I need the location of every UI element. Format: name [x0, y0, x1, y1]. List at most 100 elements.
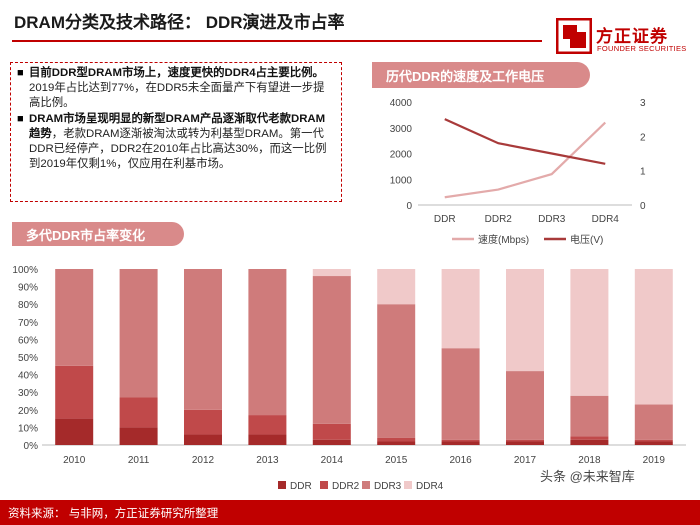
- bar-segment-ddr3: [570, 395, 609, 437]
- y-tick-label: 40%: [18, 371, 38, 382]
- y-tick-label: 80%: [18, 300, 38, 311]
- x-tick-label: 2014: [321, 455, 344, 466]
- logo-english-name: FOUNDER SECURITIES: [597, 44, 687, 53]
- market-share-chart: 0% 10% 20% 30% 40% 50% 60% 70% 80% 90% 100% 2010 201…: [12, 265, 686, 492]
- legend-swatch: [404, 481, 412, 489]
- series-line-speed: [444, 121, 607, 199]
- bullet-emphasis: 目前DDR型DRAM市场上，速度更快的DDR4占主要比例。: [29, 67, 324, 79]
- bar-segment-ddr2: [570, 436, 609, 440]
- logo-mark-icon: [556, 18, 592, 54]
- bar-segment-ddr2: [55, 365, 94, 419]
- bar-segment-ddr3: [312, 276, 351, 424]
- x-tick-label: 2011: [128, 455, 150, 466]
- legend-label: DDR: [290, 481, 312, 492]
- legend-swatch: [278, 481, 286, 489]
- y-tick-label: 30%: [18, 388, 38, 399]
- bar-segment-ddr3: [184, 269, 222, 410]
- bar-segment-ddr2: [377, 437, 416, 442]
- bar-segment-ddr4: [570, 269, 609, 396]
- source-note: 资料来源： 与非网，方正证券研究所整理: [8, 508, 219, 520]
- bullet-text: 2019年占比达到77%，在DDR5未全面量产下有望进一步提高比例。: [29, 82, 325, 109]
- bar-segment-ddr3: [55, 269, 94, 366]
- bar-segment-ddr: [184, 434, 222, 445]
- brand-logo: 方正证券 FOUNDER SECURITIES: [556, 18, 696, 60]
- x-tick-label: 2010: [63, 455, 86, 466]
- y-tick-label: 0%: [24, 441, 39, 452]
- bar-segment-ddr: [55, 418, 94, 445]
- y-tick-label: 10%: [18, 423, 38, 434]
- square-bullet-icon: ■: [17, 113, 24, 125]
- bar-segment-ddr3: [248, 269, 287, 416]
- logo-name: 方正证券: [596, 27, 668, 46]
- right-y-tick-label: 2: [640, 132, 646, 143]
- summary-bullet: ■ DRAM市场呈现明显的新型DRAM产品逐渐取代老款DRAM趋势，老款DRAM…: [17, 112, 335, 172]
- footer-bar: [0, 500, 700, 525]
- square-bullet-icon: ■: [17, 67, 24, 79]
- left-y-tick-label: 0: [406, 201, 412, 212]
- bar-segment-ddr2: [506, 439, 544, 442]
- bar-segment-ddr3: [634, 404, 673, 440]
- bar-segment-ddr: [312, 439, 351, 445]
- legend-label: DDR2: [332, 481, 360, 492]
- bar-segment-ddr4: [634, 269, 673, 405]
- bar-segment-ddr: [119, 427, 158, 445]
- x-tick-label: DDR2: [485, 214, 513, 225]
- legend-label: 电压(V): [570, 233, 603, 246]
- bar-segment-ddr2: [119, 397, 158, 428]
- left-y-tick-label: 1000: [390, 175, 413, 186]
- bar-segment-ddr: [441, 441, 480, 445]
- bar-segment-ddr4: [506, 269, 544, 372]
- legend-label: DDR3: [374, 481, 402, 492]
- bar-segment-ddr2: [184, 409, 222, 435]
- share-chart-title: 多代DDR市占率变化: [12, 222, 184, 246]
- summary-bullet: ■ 目前DDR型DRAM市场上，速度更快的DDR4占主要比例。 2019年占比达到…: [17, 66, 335, 111]
- bar-segment-ddr: [570, 439, 609, 445]
- legend-label: 速度(Mbps): [478, 233, 529, 246]
- right-y-tick-label: 1: [640, 167, 646, 178]
- bar-segment-ddr2: [441, 439, 480, 442]
- left-y-tick-label: 4000: [390, 98, 413, 109]
- y-tick-label: 90%: [18, 283, 38, 294]
- y-tick-label: 70%: [18, 318, 38, 329]
- x-tick-label: 2012: [192, 455, 215, 466]
- bar-segment-ddr3: [119, 269, 158, 398]
- bar-segment-ddr: [248, 434, 287, 445]
- x-tick-label: 2017: [514, 455, 537, 466]
- x-tick-label: DDR3: [538, 214, 566, 225]
- bar-segment-ddr: [506, 441, 544, 445]
- bar-segment-ddr4: [377, 269, 416, 305]
- bar-segment-ddr4: [441, 269, 480, 349]
- speed-voltage-chart: 0 1000 2000 3000 4000 0 1 2 3 DDR DDR2 DDR3 DDR4 速度(M…: [390, 98, 646, 246]
- bar-segment-ddr2: [312, 423, 351, 440]
- bar-segment-ddr3: [377, 304, 416, 438]
- bar-segment-ddr4: [312, 269, 351, 277]
- watermark: 头条 @未来智库: [540, 469, 635, 484]
- legend-swatch: [362, 481, 370, 489]
- y-tick-label: 60%: [18, 335, 38, 346]
- left-y-tick-label: 2000: [390, 150, 413, 161]
- x-tick-label: 2019: [643, 455, 666, 466]
- bar-segment-ddr3: [506, 371, 544, 440]
- x-tick-label: 2013: [256, 455, 279, 466]
- x-tick-label: 2015: [385, 455, 408, 466]
- x-tick-label: DDR4: [592, 214, 620, 225]
- speed-voltage-chart-title: 历代DDR的速度及工作电压: [372, 62, 590, 88]
- legend-swatch: [320, 481, 328, 489]
- y-tick-label: 50%: [18, 353, 38, 364]
- bar-segment-ddr2: [248, 415, 287, 435]
- series-line-voltage: [444, 118, 606, 165]
- x-tick-label: DDR: [434, 214, 456, 225]
- y-tick-label: 100%: [12, 265, 38, 276]
- summary-box: ■ 目前DDR型DRAM市场上，速度更快的DDR4占主要比例。 2019年占比达到…: [10, 62, 342, 202]
- x-tick-label: 2018: [578, 455, 601, 466]
- bar-segment-ddr: [634, 441, 673, 445]
- bullet-text: ，老款DRAM逐渐被淘汰或转为利基型DRAM。第一代DDR已经停产，DDR2在2…: [29, 128, 327, 170]
- title-divider: [12, 40, 542, 42]
- bar-segment-ddr2: [634, 439, 673, 442]
- bullet-emphasis: DRAM市场呈现明显的新型DRAM产品逐渐取代老款DRAM趋势: [29, 113, 326, 140]
- left-y-tick-label: 3000: [390, 124, 413, 135]
- y-tick-label: 20%: [18, 406, 38, 417]
- bar-segment-ddr3: [441, 348, 480, 440]
- x-tick-label: 2016: [449, 455, 472, 466]
- bar-segment-ddr: [377, 441, 416, 445]
